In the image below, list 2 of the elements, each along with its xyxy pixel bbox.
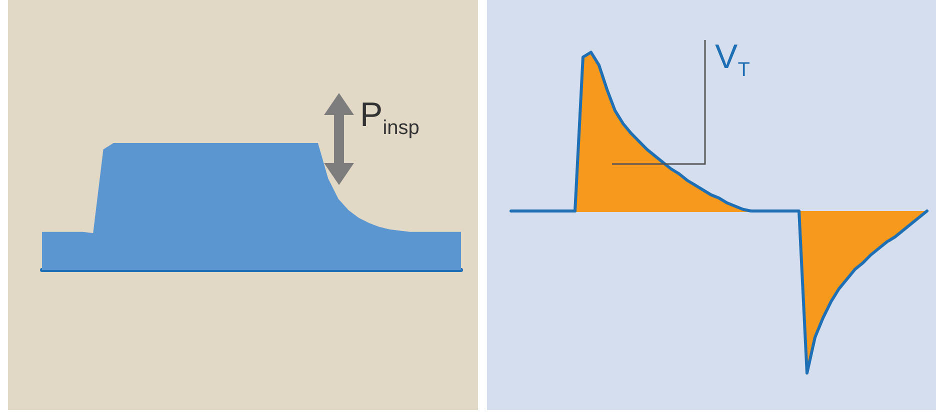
annotation: V$_{T}$ [715, 38, 750, 81]
text: P$_{insp}$ [360, 96, 420, 139]
